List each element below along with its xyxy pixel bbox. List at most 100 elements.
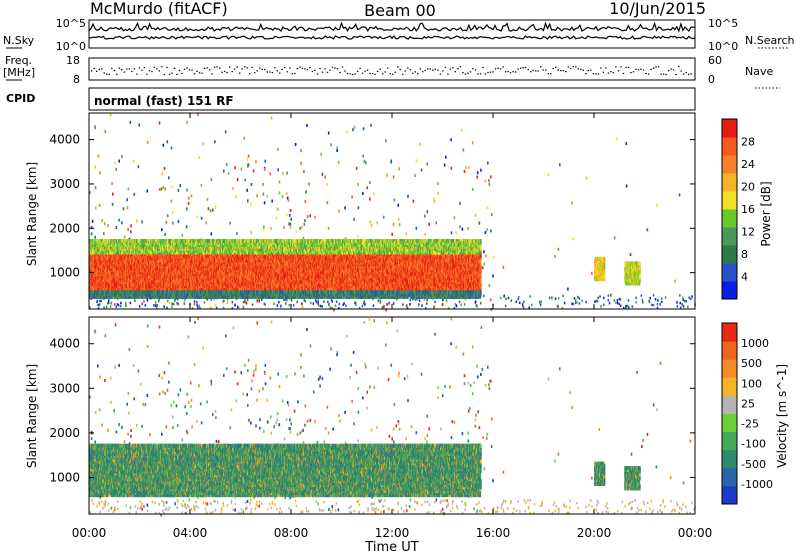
scatter-cell — [451, 231, 453, 234]
ground-cell — [373, 304, 375, 307]
scatter-cell — [180, 184, 182, 187]
scatter-cell — [172, 222, 174, 225]
scatter-cell — [305, 191, 307, 194]
freq-mark — [91, 70, 92, 71]
freq-mark — [533, 70, 534, 71]
scatter-cell — [591, 272, 593, 275]
ground-cell — [505, 298, 507, 301]
scatter-cell — [167, 140, 169, 143]
scatter-cell — [182, 234, 184, 237]
scatter-cell — [211, 178, 213, 181]
scatter-cell — [490, 175, 492, 178]
ground-cell — [684, 300, 686, 303]
freq-mark — [442, 70, 443, 71]
ground-cell — [197, 306, 199, 309]
ground-cell — [155, 304, 157, 307]
scatter-cell — [115, 168, 117, 171]
scatter-cell — [172, 211, 174, 214]
freq-mark — [259, 68, 260, 69]
scatter-cell — [383, 305, 385, 308]
scatter-cell — [101, 219, 103, 222]
freq-mark — [134, 68, 135, 69]
scatter-cell — [364, 160, 366, 163]
scatter-cell — [383, 216, 385, 219]
ground-cell — [597, 297, 599, 300]
ground-cell — [243, 301, 245, 304]
scatter-cell — [310, 214, 312, 217]
scatter-cell — [171, 185, 173, 188]
scatter-cell — [327, 201, 329, 204]
ground-cell — [609, 302, 611, 305]
scatter-cell — [184, 298, 186, 301]
freq-mark — [640, 69, 641, 70]
scatter-cell — [114, 162, 116, 165]
freq-mark — [121, 69, 122, 70]
scatter-cell — [214, 140, 216, 143]
scatter-cell — [130, 121, 132, 124]
scatter-cell — [464, 170, 466, 173]
ground-cell — [223, 300, 225, 303]
scatter-cell — [376, 221, 378, 224]
freq-mark — [507, 71, 508, 72]
station-title: McMurdo (fitACF) — [90, 0, 228, 18]
scatter-cell — [161, 228, 163, 231]
freq-mark — [457, 68, 458, 69]
freq-mark — [119, 68, 120, 69]
scatter-cell — [196, 216, 198, 219]
freq-mark — [369, 73, 370, 74]
scatter-cell — [424, 233, 426, 236]
ground-cell — [690, 298, 692, 301]
freq-mark — [447, 74, 448, 75]
ground-cell — [139, 305, 141, 308]
scatter-cell — [479, 222, 481, 225]
scatter-cell — [363, 127, 365, 130]
ground-cell — [500, 297, 502, 300]
ground-cell — [198, 305, 200, 308]
scatter-cell — [475, 214, 477, 217]
freq-mark — [415, 71, 416, 72]
freq-mark — [678, 66, 679, 67]
scatter-cell — [398, 204, 400, 207]
scatter-cell — [127, 206, 129, 209]
ground-cell — [388, 302, 390, 305]
scatter-cell — [351, 196, 353, 199]
freq-mark — [553, 68, 554, 69]
ground-cell — [689, 296, 691, 299]
scatter-cell — [246, 189, 248, 192]
scatter-cell — [630, 253, 632, 256]
scatter-cell — [127, 228, 129, 231]
scatter-cell — [346, 131, 348, 134]
scatter-cell — [265, 160, 267, 163]
freq-mark — [638, 69, 639, 70]
scatter-cell — [454, 216, 456, 219]
scatter-cell — [130, 224, 132, 227]
scatter-cell — [277, 168, 279, 171]
freq-mark — [194, 73, 195, 74]
noise-left-tick-bottom: 10^0 — [56, 40, 86, 53]
scatter-cell — [442, 303, 444, 306]
ground-cell — [134, 299, 136, 302]
scatter-cell — [338, 210, 340, 213]
freq-mark — [427, 68, 428, 69]
ground-cell — [125, 305, 127, 308]
scatter-cell — [188, 197, 190, 200]
scatter-cell — [201, 184, 203, 187]
freq-mark — [317, 74, 318, 75]
scatter-cell — [112, 203, 114, 206]
freq-mark — [109, 74, 110, 75]
ground-cell — [318, 304, 320, 307]
scatter-cell — [463, 148, 465, 151]
freq-mark — [209, 69, 210, 70]
scatter-cell — [228, 172, 230, 175]
ground-cell — [419, 299, 421, 302]
ground-cell — [650, 297, 652, 300]
ground-cell — [433, 305, 435, 308]
scatter-cell — [405, 233, 407, 236]
scatter-cell — [215, 304, 217, 307]
ground-cell — [681, 303, 683, 306]
freq-mark — [176, 74, 177, 75]
ground-cell — [687, 306, 689, 309]
freq-mark — [249, 73, 250, 74]
freq-mark — [402, 74, 403, 75]
freq-mark — [181, 73, 182, 74]
